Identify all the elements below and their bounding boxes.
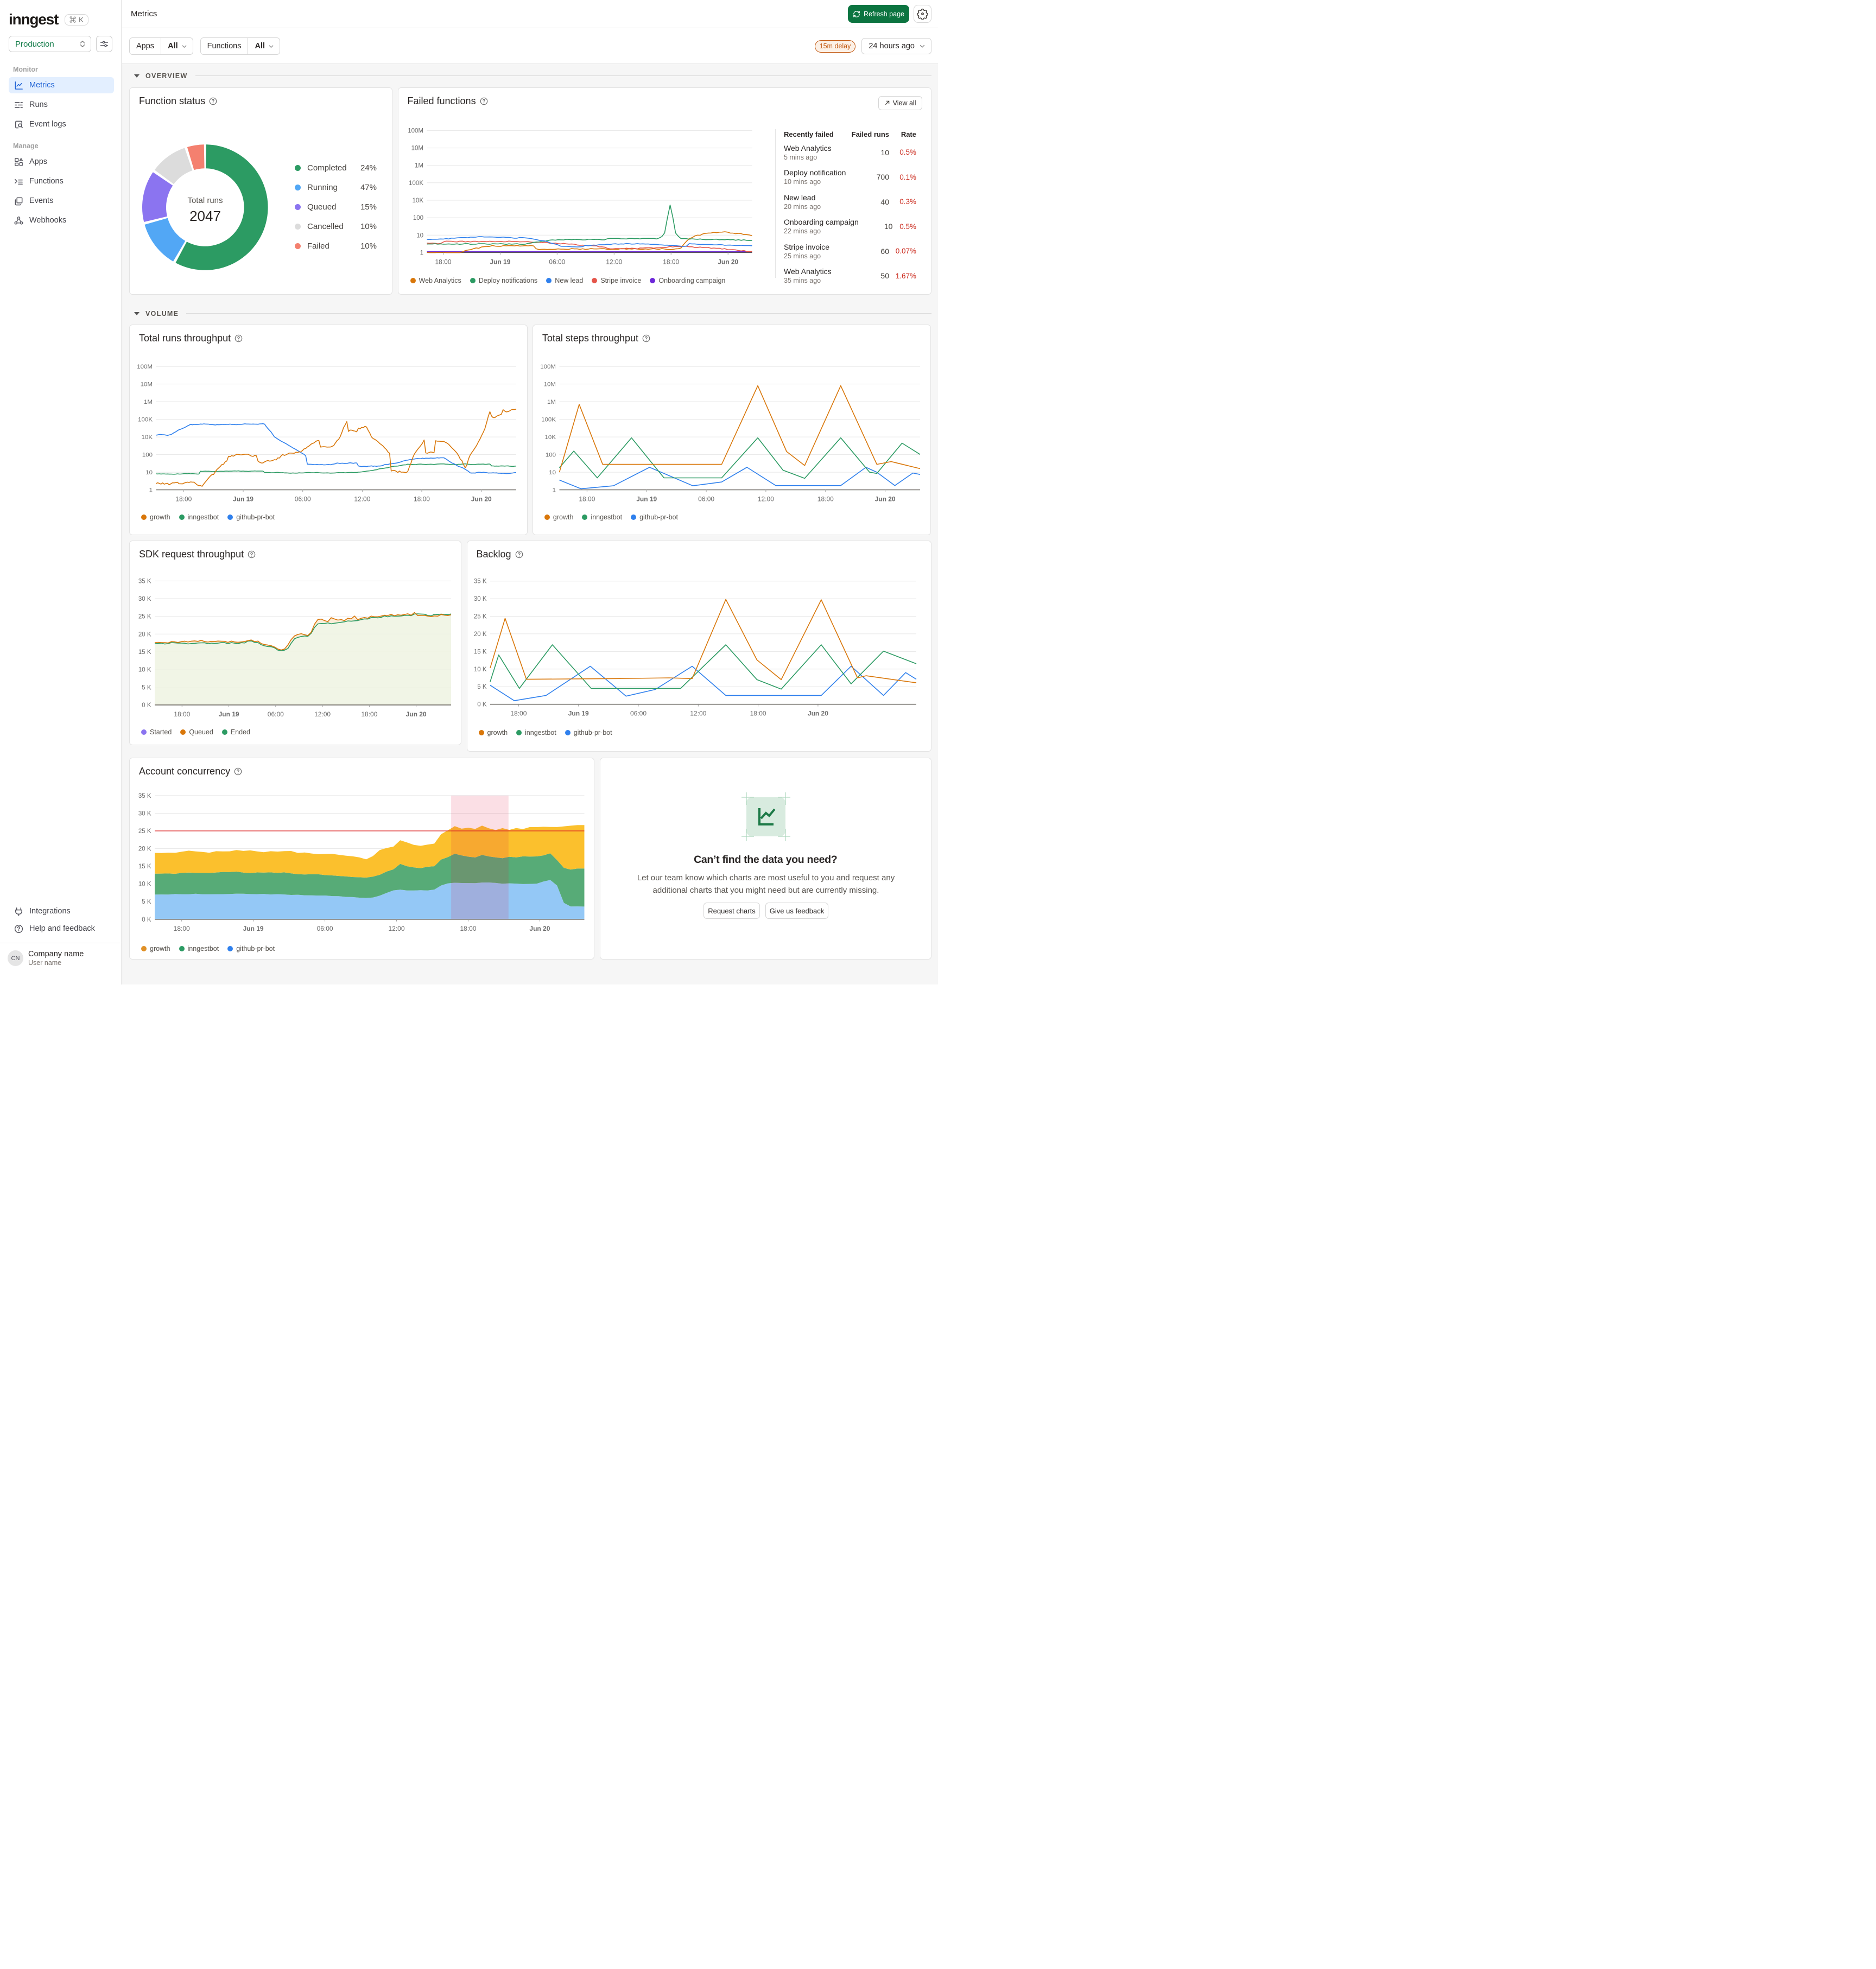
svg-text:1: 1 — [149, 487, 153, 493]
svg-text:25 K: 25 K — [138, 614, 151, 620]
svg-text:5 K: 5 K — [477, 684, 487, 690]
svg-text:100K: 100K — [409, 180, 423, 186]
svg-text:30 K: 30 K — [138, 596, 151, 602]
svg-text:Jun 19: Jun 19 — [568, 709, 588, 717]
svg-text:12:00: 12:00 — [314, 710, 331, 718]
svg-text:5 K: 5 K — [142, 899, 151, 905]
svg-text:100M: 100M — [137, 364, 153, 370]
svg-text:10 K: 10 K — [138, 881, 151, 887]
svg-text:Jun 20: Jun 20 — [529, 924, 550, 932]
svg-text:Jun 19: Jun 19 — [219, 710, 239, 718]
svg-text:18:00: 18:00 — [460, 924, 476, 932]
svg-text:0 K: 0 K — [142, 702, 151, 709]
svg-text:1M: 1M — [547, 399, 556, 405]
svg-text:1M: 1M — [415, 162, 423, 169]
svg-text:35 K: 35 K — [138, 578, 151, 585]
svg-text:100: 100 — [413, 215, 423, 221]
svg-text:18:00: 18:00 — [361, 710, 377, 718]
svg-text:15 K: 15 K — [138, 863, 151, 870]
svg-text:12:00: 12:00 — [690, 709, 706, 717]
svg-text:10K: 10K — [142, 434, 153, 441]
svg-text:06:00: 06:00 — [630, 709, 646, 717]
svg-text:Jun 20: Jun 20 — [471, 495, 492, 503]
svg-text:12:00: 12:00 — [354, 495, 370, 503]
svg-text:1M: 1M — [144, 399, 153, 405]
svg-text:Jun 19: Jun 19 — [636, 495, 657, 503]
svg-text:10K: 10K — [544, 434, 556, 441]
svg-text:10 K: 10 K — [473, 666, 486, 673]
svg-text:30 K: 30 K — [138, 810, 151, 817]
svg-text:15 K: 15 K — [138, 649, 151, 656]
svg-text:Jun 19: Jun 19 — [490, 258, 510, 265]
svg-text:10: 10 — [145, 469, 153, 476]
svg-text:Jun 20: Jun 20 — [406, 710, 427, 718]
svg-text:10M: 10M — [141, 381, 153, 388]
svg-text:20 K: 20 K — [138, 846, 151, 852]
svg-text:30 K: 30 K — [473, 596, 486, 602]
svg-text:10M: 10M — [411, 145, 423, 151]
svg-text:100K: 100K — [541, 416, 556, 423]
svg-text:25 K: 25 K — [138, 828, 151, 835]
svg-text:15 K: 15 K — [473, 649, 486, 655]
svg-text:0 K: 0 K — [477, 701, 487, 708]
svg-text:18:00: 18:00 — [175, 495, 192, 503]
svg-text:06:00: 06:00 — [295, 495, 311, 503]
svg-text:06:00: 06:00 — [549, 258, 565, 265]
svg-text:10K: 10K — [412, 198, 423, 204]
svg-text:06:00: 06:00 — [698, 495, 714, 503]
svg-text:06:00: 06:00 — [317, 924, 333, 932]
svg-text:18:00: 18:00 — [817, 495, 834, 503]
svg-text:1: 1 — [420, 250, 423, 256]
svg-text:100K: 100K — [138, 416, 153, 423]
svg-text:100M: 100M — [540, 364, 556, 370]
svg-text:Jun 19: Jun 19 — [233, 495, 253, 503]
svg-text:18:00: 18:00 — [510, 709, 527, 717]
svg-text:12:00: 12:00 — [606, 258, 622, 265]
svg-text:18:00: 18:00 — [663, 258, 679, 265]
svg-text:18:00: 18:00 — [174, 924, 190, 932]
svg-text:25 K: 25 K — [473, 613, 486, 620]
svg-text:Jun 20: Jun 20 — [807, 709, 828, 717]
svg-text:18:00: 18:00 — [750, 709, 766, 717]
svg-text:Jun 20: Jun 20 — [718, 258, 738, 265]
svg-text:100: 100 — [546, 452, 556, 458]
svg-text:1: 1 — [552, 487, 555, 493]
svg-text:12:00: 12:00 — [388, 924, 404, 932]
svg-text:5 K: 5 K — [142, 684, 151, 691]
svg-text:06:00: 06:00 — [268, 710, 284, 718]
svg-text:10 K: 10 K — [138, 666, 151, 673]
svg-text:10M: 10M — [544, 381, 556, 388]
svg-text:100M: 100M — [408, 128, 423, 134]
svg-text:18:00: 18:00 — [435, 258, 451, 265]
svg-text:35 K: 35 K — [473, 579, 486, 585]
svg-text:10: 10 — [416, 232, 423, 239]
svg-text:20 K: 20 K — [138, 631, 151, 638]
svg-text:Jun 20: Jun 20 — [875, 495, 896, 503]
svg-text:18:00: 18:00 — [579, 495, 595, 503]
svg-text:10: 10 — [549, 469, 556, 476]
svg-text:Jun 19: Jun 19 — [243, 924, 264, 932]
svg-text:0 K: 0 K — [142, 916, 151, 923]
svg-text:18:00: 18:00 — [414, 495, 430, 503]
svg-text:35 K: 35 K — [138, 792, 151, 799]
svg-text:18:00: 18:00 — [174, 710, 190, 718]
svg-text:20 K: 20 K — [473, 631, 486, 638]
svg-text:100: 100 — [142, 452, 153, 458]
svg-text:12:00: 12:00 — [758, 495, 774, 503]
